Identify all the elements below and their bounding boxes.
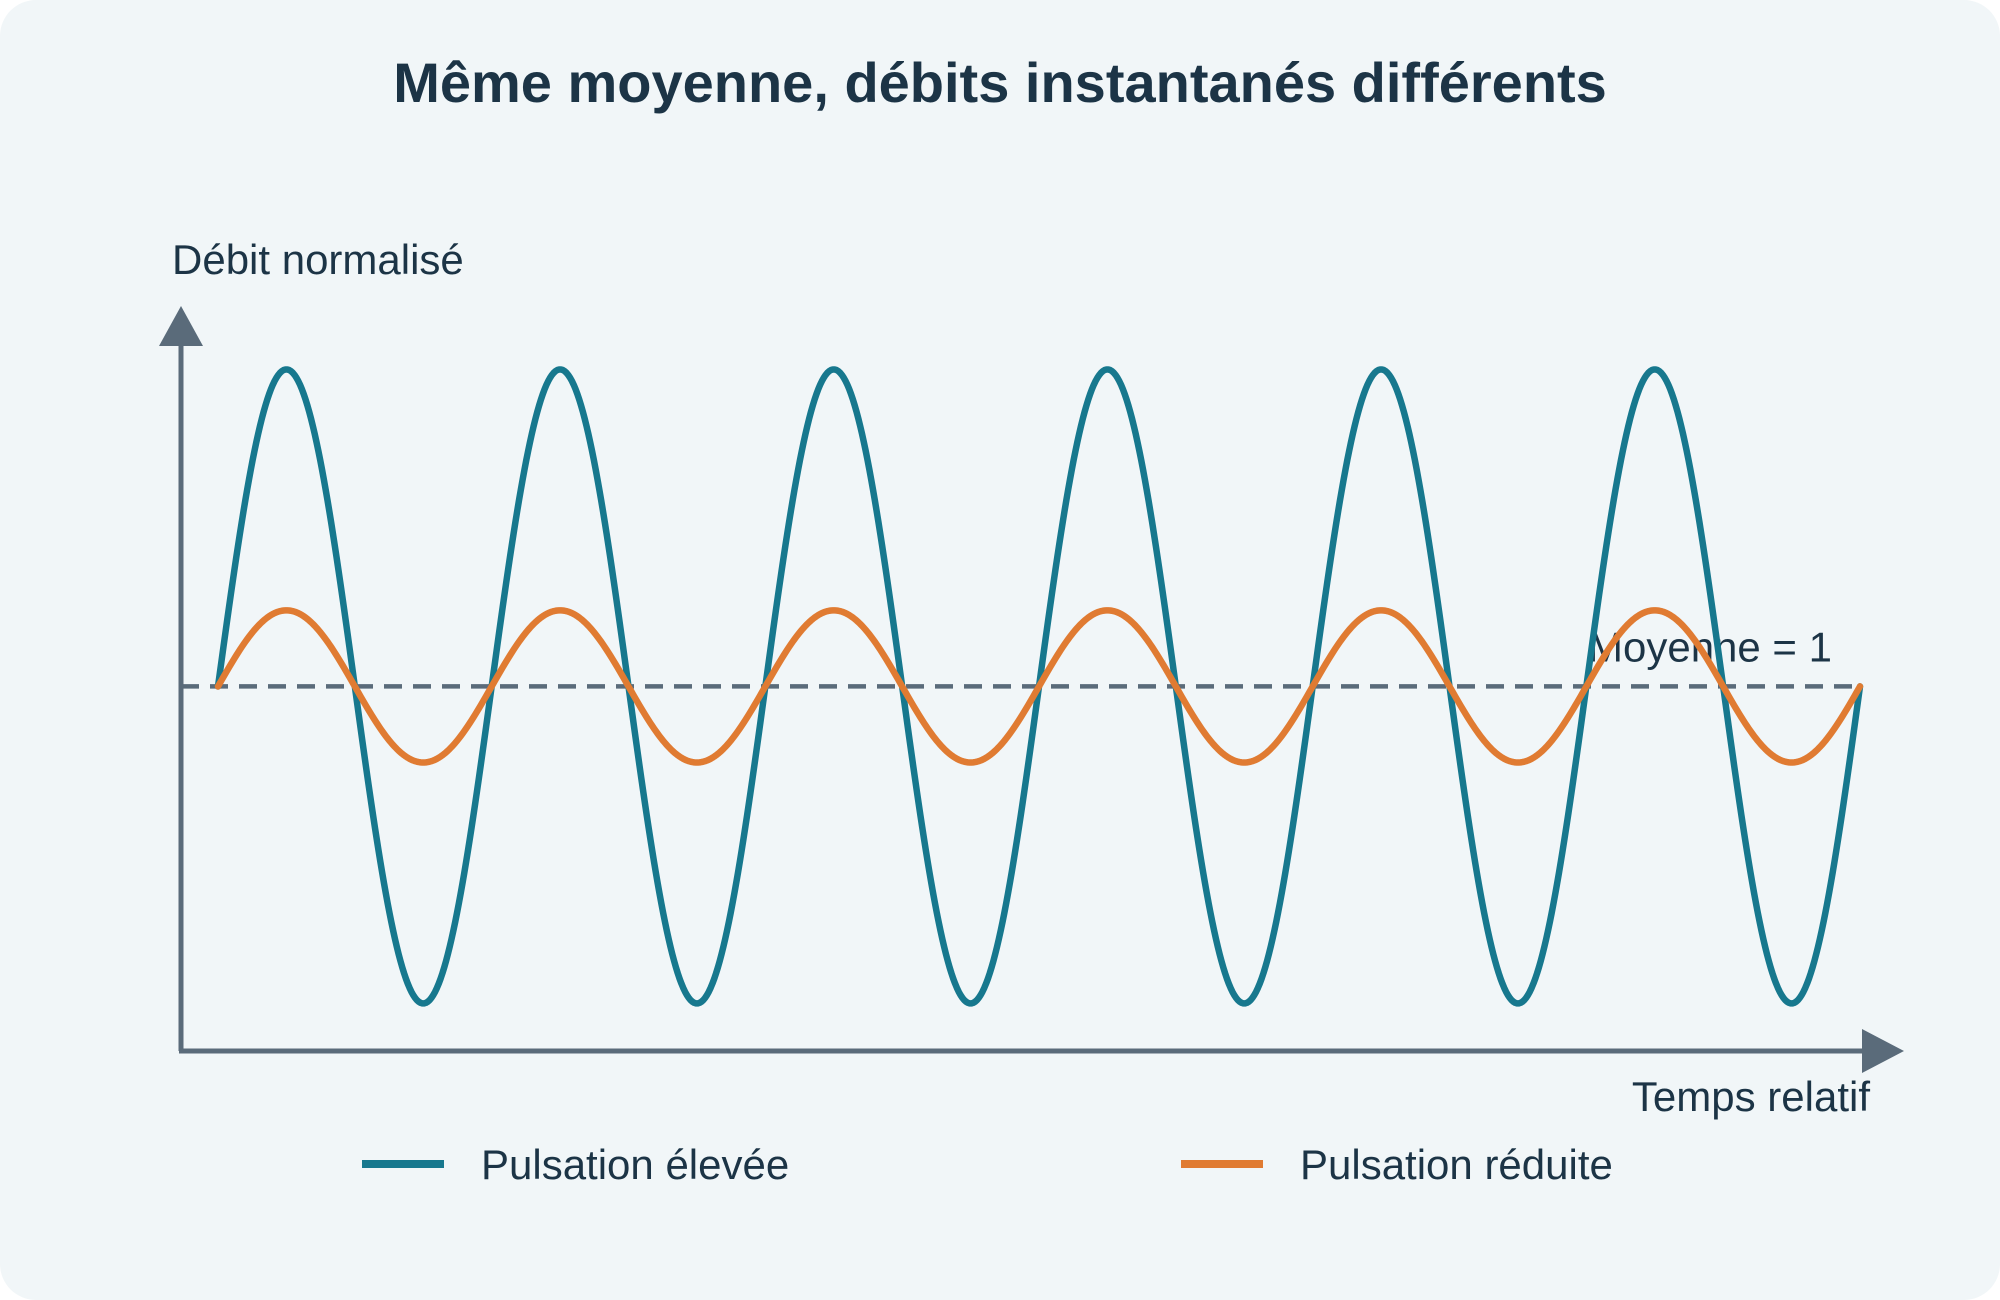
x-axis-label: Temps relatif [1632,1073,1870,1120]
y-axis-arrowhead [159,306,203,346]
series-layer [214,366,1864,1007]
axes [159,306,1904,1073]
x-axis-arrowhead [1862,1029,1904,1073]
series-line-1 [214,607,1864,766]
y-axis-label: Débit normalisé [172,236,464,283]
legend-label-pulsation-reduite: Pulsation réduite [1300,1141,1613,1188]
legend: Pulsation élevée Pulsation réduite [362,1141,1613,1188]
legend-label-pulsation-elevee: Pulsation élevée [481,1141,789,1188]
chart-title: Même moyenne, débits instantanés différe… [393,51,1607,114]
